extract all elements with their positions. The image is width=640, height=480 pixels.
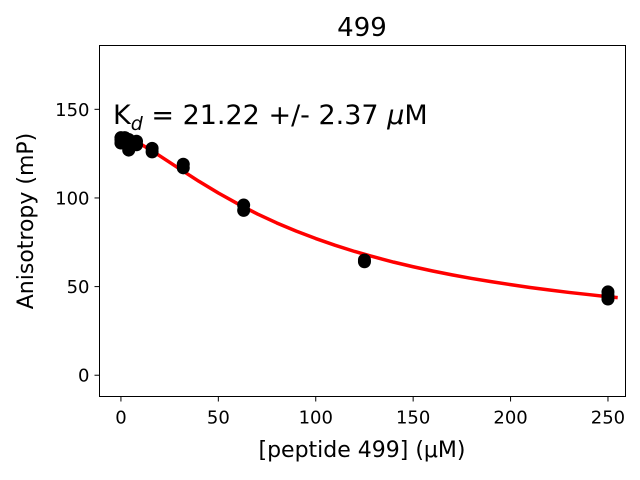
axis-ticks: 0 50 100 150 200 250 0 50 100 150 [55, 100, 625, 429]
y-tick-label: 50 [67, 277, 90, 298]
data-point [601, 292, 615, 306]
kd-subscript: d [131, 113, 144, 135]
y-axis-label: Anisotropy (mP) [14, 133, 39, 310]
data-point [237, 203, 251, 217]
x-tick-label: 200 [493, 408, 527, 429]
x-tick-label: 0 [115, 408, 126, 429]
kd-unit: M [404, 100, 427, 131]
plot-frame [99, 45, 626, 397]
data-point [130, 138, 144, 152]
fit-curve [120, 133, 618, 300]
kd-value: = 21.22 +/- 2.37 [143, 100, 387, 131]
chart-title: 499 [337, 13, 387, 43]
data-point [176, 161, 190, 175]
x-axis-label: [peptide 499] (μM) [259, 438, 466, 463]
kd-unit-mu: μ [386, 100, 404, 131]
x-tick-label: 150 [396, 408, 430, 429]
data-point [357, 255, 371, 269]
kd-annotation: Kd = 21.22 +/- 2.37 μM [113, 100, 428, 135]
y-tick-label: 100 [55, 188, 89, 209]
x-tick-label: 50 [207, 408, 230, 429]
x-tick-label: 100 [299, 408, 333, 429]
y-tick-label: 0 [78, 366, 89, 387]
plot-area [114, 131, 618, 306]
kd-prefix: K [113, 100, 132, 131]
y-tick-label: 150 [55, 100, 89, 121]
data-point [145, 145, 159, 159]
x-tick-label: 250 [591, 408, 625, 429]
